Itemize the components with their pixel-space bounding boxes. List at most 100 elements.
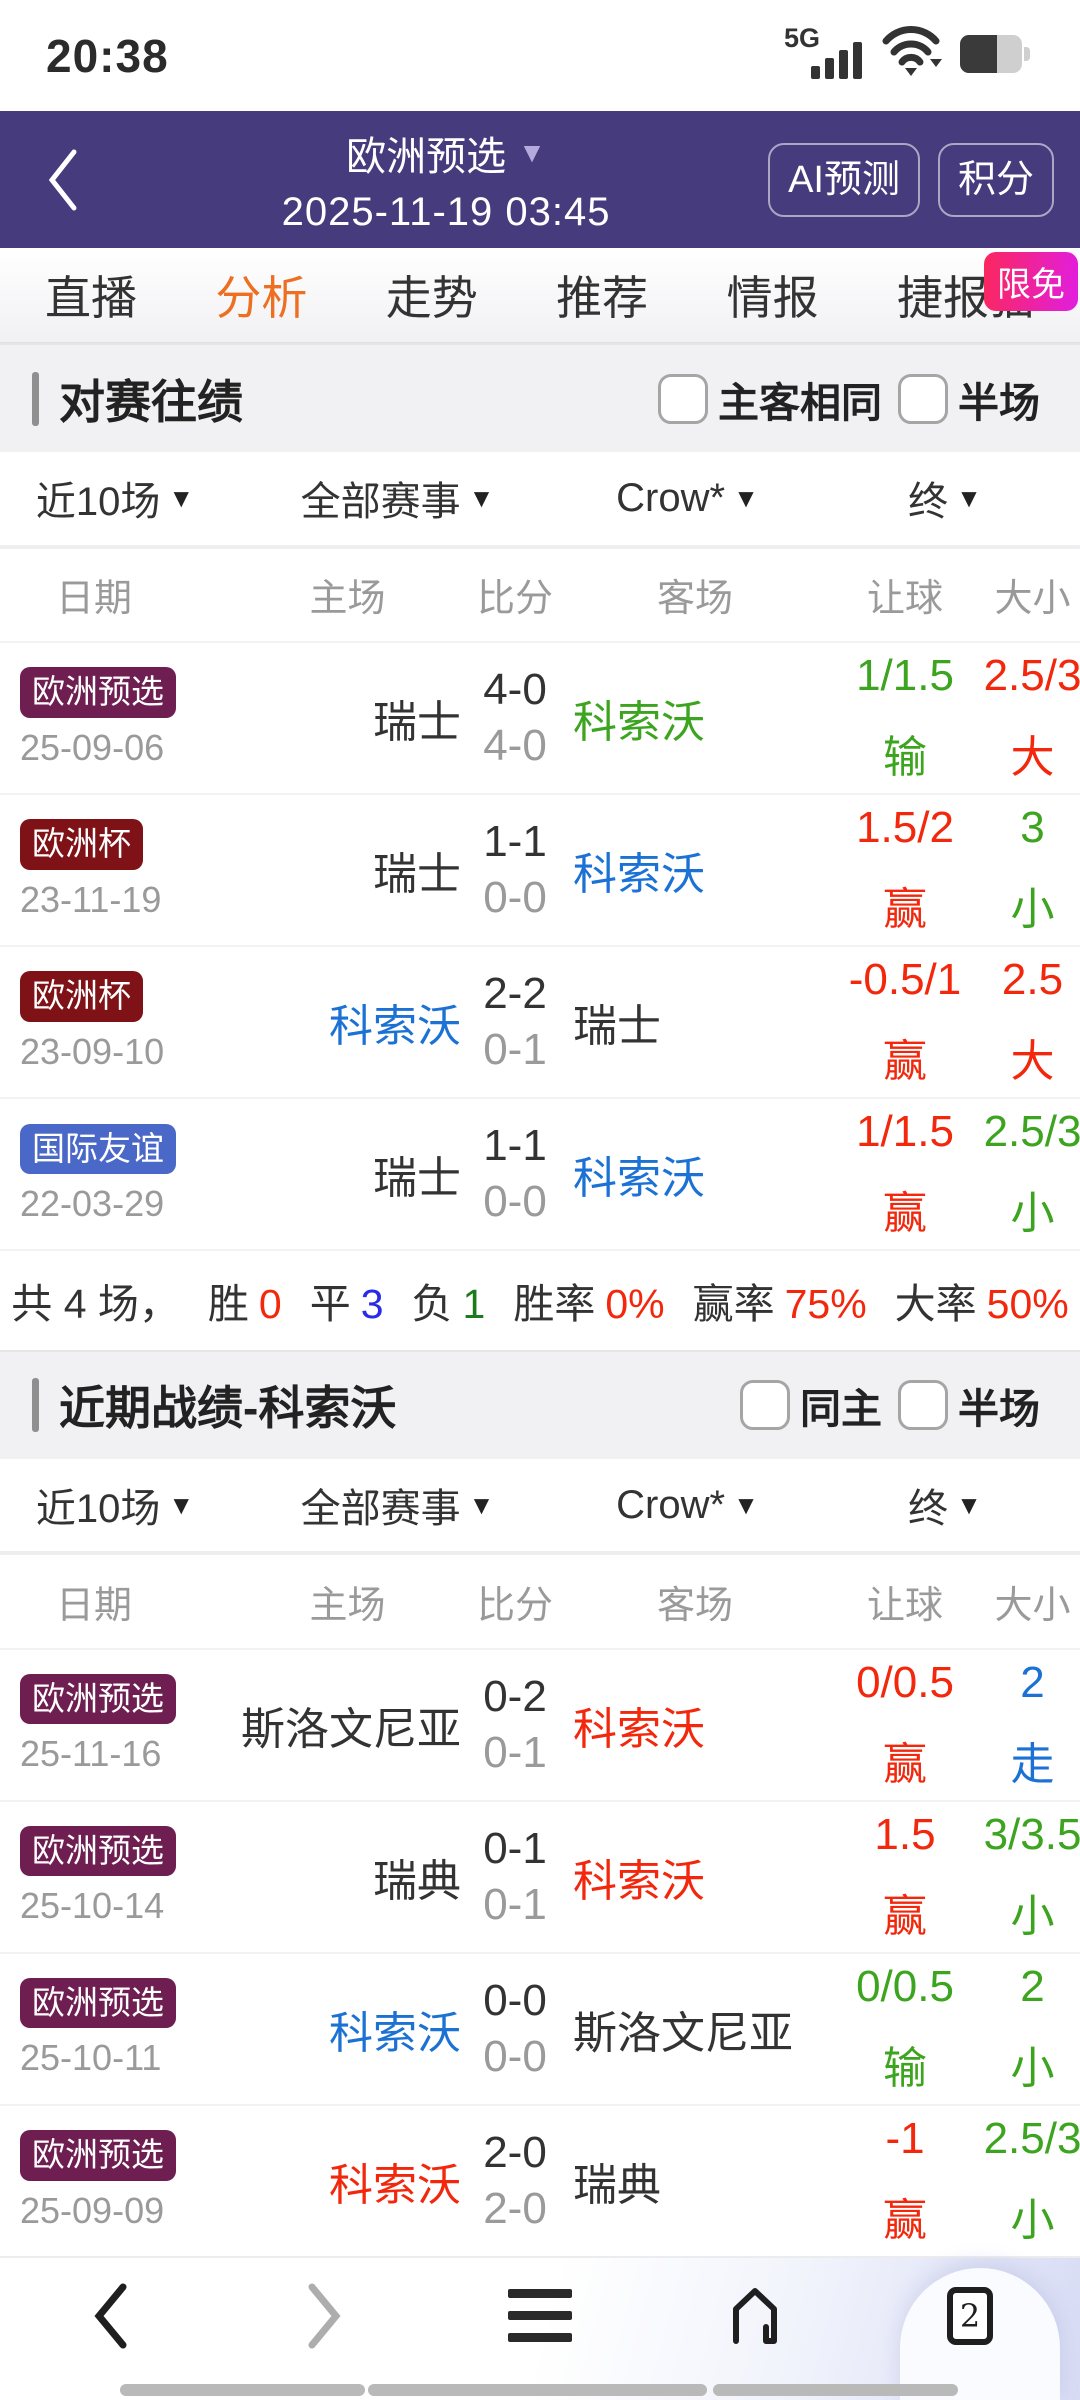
score-cell: 2-0 2-0 (465, 2128, 565, 2234)
nav-forward-button[interactable] (290, 2280, 360, 2352)
summary-handicap-rate: 赢率 75% (692, 1281, 867, 1328)
handicap-cell: -0.5/1 赢 (825, 955, 985, 1089)
checkbox-label-same-venue: 同主 (800, 1386, 882, 1433)
half-time-score: 0-1 (483, 1025, 547, 1075)
over-under-result: 大 (1010, 1037, 1055, 1087)
home-icon (733, 2287, 777, 2344)
nav-home-button[interactable] (720, 2280, 790, 2352)
match-date: 25-09-09 (20, 2189, 165, 2231)
competition-badge: 国际友谊 (20, 1123, 176, 1174)
over-under-cell: 2.5/3 小 (984, 2114, 1080, 2248)
battery-icon (960, 34, 1030, 73)
home-team: 瑞典 (373, 1856, 461, 1906)
section-marker-bar (32, 1378, 39, 1433)
match-row: 欧洲预选 25-11-16 斯洛文尼亚 0-2 0-1 科索沃 0/0.5 赢 … (0, 1647, 1080, 1800)
section-header-recent-form: 近期战绩-科索沃 同主 半场 (0, 1349, 1080, 1459)
summary-total: 共 4 场， (11, 1281, 180, 1328)
app-header: 欧洲预选 ▼ 2025-11-19 03:45 AI预测 积分 (0, 111, 1080, 249)
tab-analysis[interactable]: 分析 (215, 262, 307, 328)
filter-competition-label: 全部赛事 (300, 1487, 461, 1532)
col-date: 日期 (56, 1584, 133, 1627)
match-date: 22-03-29 (20, 1182, 165, 1224)
match-title-block[interactable]: 欧洲预选 ▼ 2025-11-19 03:45 (136, 124, 756, 235)
checkbox-same-venue[interactable] (740, 1380, 790, 1431)
tab-trend[interactable]: 走势 (386, 262, 478, 328)
checkbox-label-half-time: 半场 (958, 1386, 1040, 1433)
tab-intel[interactable]: 情报 (727, 262, 819, 328)
over-under-line: 2 (1020, 1657, 1045, 1707)
ai-predict-button[interactable]: AI预测 (768, 142, 920, 217)
checkbox-label-same-home-away: 主客相同 (718, 379, 882, 426)
match-date: 23-11-19 (20, 878, 162, 920)
handicap-line: -1 (885, 2113, 925, 2163)
score-cell: 4-0 4-0 (465, 665, 565, 771)
filter-row: 近10场 ▼ 全部赛事 ▼ Crow* ▼ 终 ▼ (0, 452, 1080, 545)
network-type-label: 5G (784, 22, 821, 53)
standings-button[interactable]: 积分 (937, 142, 1054, 217)
gesture-bar (368, 2383, 707, 2396)
full-time-score: 0-2 (483, 1671, 547, 1721)
tab-live[interactable]: 直播 (45, 262, 137, 328)
col-over-under: 大小 (994, 1584, 1071, 1627)
away-team: 科索沃 (573, 1704, 705, 1754)
half-time-score: 4-0 (483, 721, 547, 770)
section-title: 近期战绩-科索沃 (59, 1382, 397, 1435)
tab-recommend[interactable]: 推荐 (556, 262, 648, 328)
half-time-score: 0-1 (483, 1879, 547, 1929)
dropdown-caret-icon: ▼ (468, 1489, 495, 1520)
match-row: 欧洲预选 25-09-09 科索沃 2-0 2-0 瑞典 -1 赢 2.5/3 … (0, 2103, 1080, 2256)
away-team: 瑞典 (573, 2160, 661, 2210)
checkbox-same-home-away[interactable] (658, 373, 708, 424)
score-cell: 0-2 0-1 (465, 1672, 565, 1778)
col-home: 主场 (309, 1584, 386, 1627)
filter-period-dropdown[interactable]: 终 ▼ (810, 1475, 1080, 1535)
handicap-line: 1/1.5 (856, 1107, 954, 1157)
score-cell: 0-1 0-1 (465, 1824, 565, 1930)
nav-menu-button[interactable] (505, 2280, 575, 2352)
filter-bookmaker-dropdown[interactable]: Crow* ▼ (565, 1482, 810, 1529)
filter-range-dropdown[interactable]: 近10场 ▼ (0, 1475, 230, 1535)
over-under-cell: 2 小 (985, 1962, 1080, 2096)
clock: 20:38 (46, 29, 169, 82)
col-handicap: 让球 (866, 578, 943, 621)
handicap-line: 0/0.5 (856, 1961, 954, 2011)
match-row: 欧洲预选 25-10-11 科索沃 0-0 0-0 斯洛文尼亚 0/0.5 输 … (0, 1951, 1080, 2104)
full-time-score: 0-0 (483, 1975, 547, 2025)
back-button[interactable] (36, 145, 96, 215)
dropdown-caret-icon: ▼ (733, 482, 759, 513)
filter-bookmaker-dropdown[interactable]: Crow* ▼ (565, 475, 810, 522)
filter-range-label: 近10场 (35, 1487, 161, 1532)
over-under-result: 小 (1010, 2043, 1055, 2093)
filter-competition-dropdown[interactable]: 全部赛事 ▼ (230, 468, 565, 528)
filter-range-dropdown[interactable]: 近10场 ▼ (0, 468, 230, 528)
over-under-result: 小 (1010, 885, 1055, 935)
nav-tabs-button[interactable]: 2 (935, 2280, 1005, 2352)
home-team: 科索沃 (329, 2008, 461, 2058)
dropdown-caret-icon: ▼ (733, 1489, 759, 1520)
handicap-result: 赢 (883, 1189, 927, 1239)
checkbox-half-time[interactable] (898, 373, 948, 424)
filter-competition-dropdown[interactable]: 全部赛事 ▼ (230, 1475, 565, 1535)
over-under-result: 小 (1010, 1891, 1055, 1941)
over-under-line: 2.5/3 (983, 651, 1080, 700)
handicap-result: 赢 (883, 885, 927, 935)
table-header: 日期 主场 比分 客场 让球 大小 (0, 1555, 1080, 1648)
nav-back-button[interactable] (75, 2280, 145, 2352)
handicap-cell: 1/1.5 输 (825, 651, 985, 785)
dropdown-caret-icon: ▼ (168, 482, 195, 513)
competition-badge: 欧洲杯 (20, 819, 143, 870)
filter-period-label: 终 (908, 1487, 949, 1532)
over-under-result: 小 (1010, 1189, 1055, 1239)
checkbox-half-time[interactable] (898, 1380, 948, 1431)
filter-period-dropdown[interactable]: 终 ▼ (810, 468, 1080, 528)
competition-badge: 欧洲预选 (20, 1826, 176, 1877)
handicap-cell: 1.5/2 赢 (825, 803, 985, 937)
match-row: 欧洲杯 23-11-19 瑞士 1-1 0-0 科索沃 1.5/2 赢 3 小 (0, 793, 1080, 946)
bottom-nav-bar: 2 (0, 2255, 1080, 2400)
handicap-result: 赢 (883, 1739, 927, 1789)
half-time-score: 0-1 (483, 1727, 547, 1777)
score-cell: 2-2 0-1 (465, 969, 565, 1075)
match-datetime: 2025-11-19 03:45 (281, 190, 611, 235)
